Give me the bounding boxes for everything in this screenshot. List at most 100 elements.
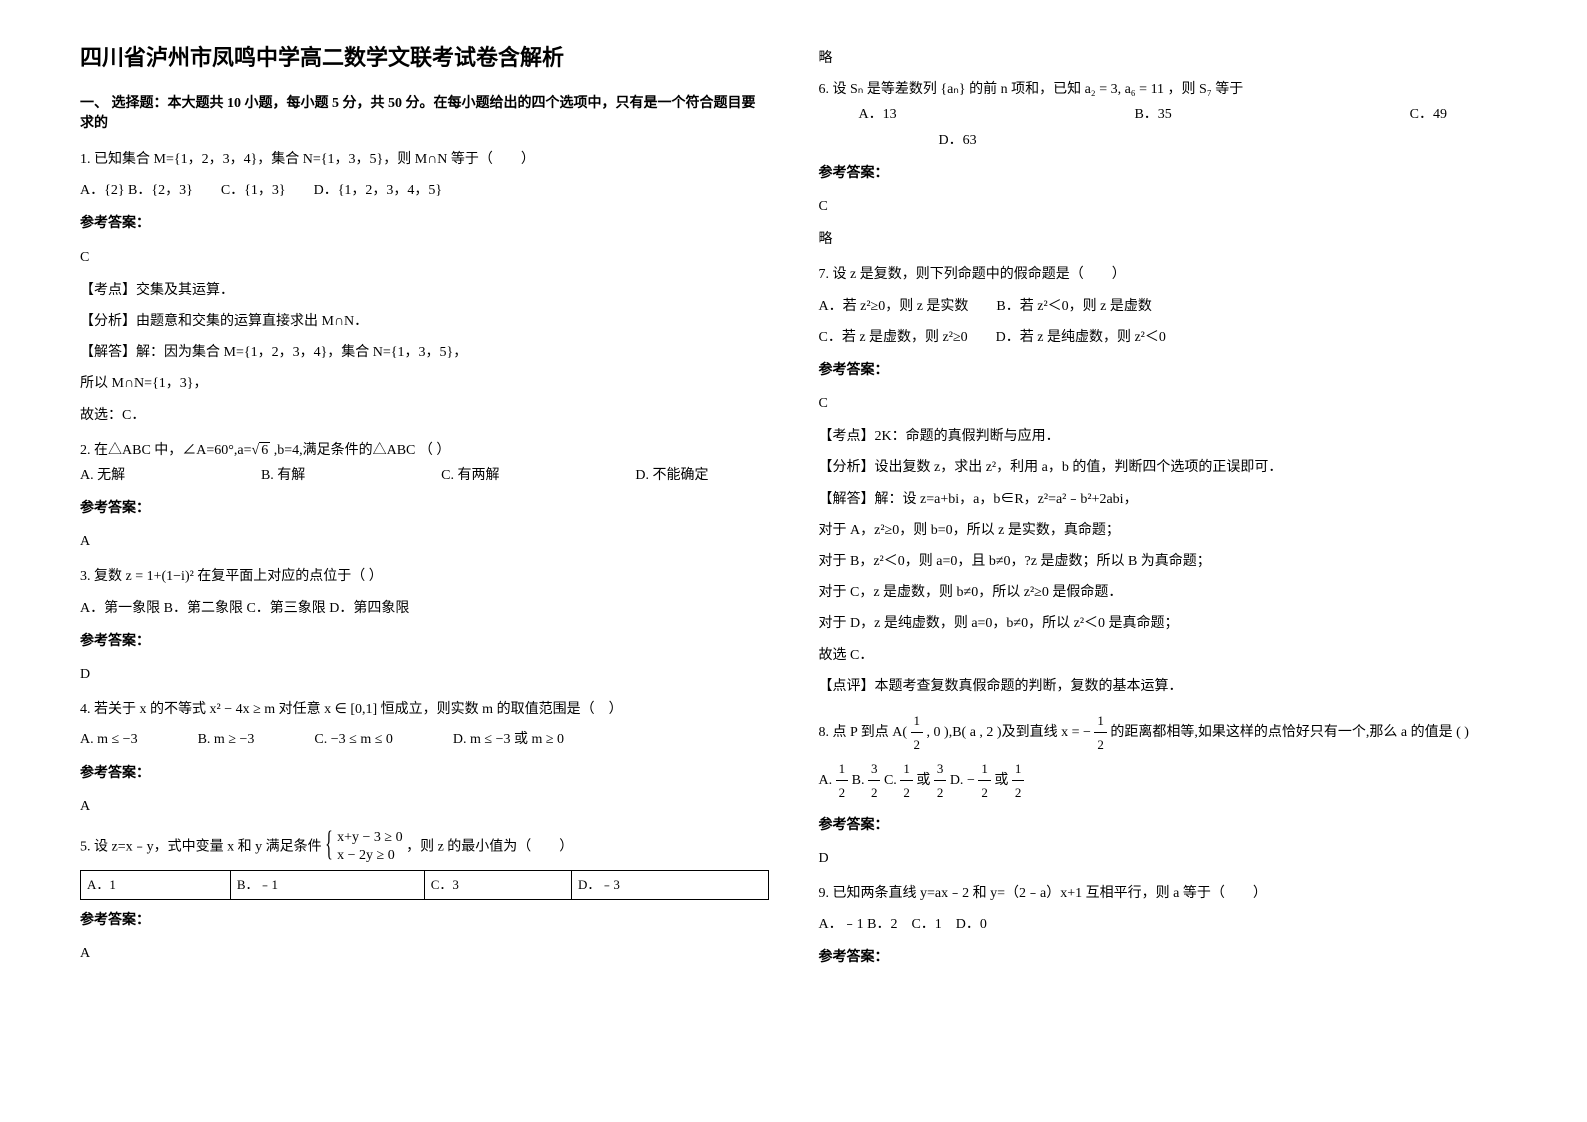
q8-answer-label: 参考答案： xyxy=(819,813,1508,838)
q3-options: A．第一象限 B．第二象限 C．第三象限 D．第四象限 xyxy=(80,596,769,621)
q2-stem-a: 2. 在△ABC 中，∠A=60°,a= xyxy=(80,443,252,458)
q5-tC: C．3 xyxy=(424,871,571,899)
q8-optA-frac: 12 xyxy=(836,757,849,805)
q9-answer-label: 参考答案： xyxy=(819,945,1508,970)
q1-solve3: 故选：C． xyxy=(80,403,769,428)
q9-stem: 9. 已知两条直线 y=ax﹣2 和 y=（2﹣a）x+1 互相平行，则 a 等… xyxy=(819,881,1508,906)
q2-options: A. 无解 B. 有解 C. 有两解 D. 不能确定 xyxy=(80,463,769,488)
q6-stem: 6. 设 Sₙ 是等差数列 {aₙ} 的前 n 项和，已知 a₂ = 3, a₆… xyxy=(819,77,1508,102)
q8-answer: D xyxy=(819,846,1508,871)
q7-line1: A．若 z²≥0，则 z 是实数 B．若 z²＜0，则 z 是虚数 xyxy=(819,294,1508,319)
q5-system: x+y − 3 ≥ 0 x − 2y ≥ 0 xyxy=(325,829,402,865)
q6-optB: B．35 xyxy=(1134,102,1171,127)
q7-comment: 【点评】本题考查复数真假命题的判断，复数的基本运算． xyxy=(819,674,1508,699)
q1-stem: 1. 已知集合 M={1，2，3，4}，集合 N={1，3，5}，则 M∩N 等… xyxy=(80,147,769,172)
q5-tD: D．﹣3 xyxy=(572,871,768,899)
q5-answer-label: 参考答案： xyxy=(80,908,769,933)
q7-answer-label: 参考答案： xyxy=(819,358,1508,383)
q8-optD-pre: D. xyxy=(950,773,967,788)
q4-optB: B. m ≥ −3 xyxy=(198,727,255,752)
q4-answer: A xyxy=(80,794,769,819)
question-1: 1. 已知集合 M={1，2，3，4}，集合 N={1，3，5}，则 M∩N 等… xyxy=(80,147,769,428)
q5-tA: A．1 xyxy=(81,871,231,899)
q8-optC-pre: C. xyxy=(884,773,900,788)
q2-optA: A. 无解 xyxy=(80,463,125,488)
q6-omit: 略 xyxy=(819,227,1508,252)
col2-omit-1: 略 xyxy=(819,46,1508,71)
q7-s1: 【解答】解：设 z=a+bi，a，b∈R，z²=a²﹣b²+2abi， xyxy=(819,487,1508,512)
q8-optD2-frac: 12 xyxy=(1012,757,1025,805)
q6-answer: C xyxy=(819,194,1508,219)
q4-optC: C. −3 ≤ m ≤ 0 xyxy=(314,727,393,752)
q3-stem: 3. 复数 z = 1+(1−i)² 在复平面上对应的点位于（ ） xyxy=(80,564,769,589)
right-column: 略 6. 设 Sₙ 是等差数列 {aₙ} 的前 n 项和，已知 a₂ = 3, … xyxy=(819,40,1508,1082)
question-5: 5. 设 z=x﹣y，式中变量 x 和 y 满足条件 x+y − 3 ≥ 0 x… xyxy=(80,829,769,966)
q9-options: A．﹣1 B．2 C．1 D．0 xyxy=(819,912,1508,937)
q7-point: 【考点】2K：命题的真假判断与应用． xyxy=(819,424,1508,449)
q8-optA-pre: A. xyxy=(819,773,836,788)
q8-optB-pre: B. xyxy=(852,773,868,788)
q6-answer-label: 参考答案： xyxy=(819,161,1508,186)
q4-stem: 4. 若关于 x 的不等式 x² − 4x ≥ m 对任意 x ∈ [0,1] … xyxy=(80,697,769,722)
q2-optC: C. 有两解 xyxy=(441,463,499,488)
section-1-header: 一、 选择题：本大题共 10 小题，每小题 5 分，共 50 分。在每小题给出的… xyxy=(80,92,769,132)
q7-s5: 对于 D，z 是纯虚数，则 a=0，b≠0，所以 z²＜0 是真命题； xyxy=(819,611,1508,636)
q7-s2: 对于 A，z²≥0，则 b=0，所以 z 是实数，真命题； xyxy=(819,518,1508,543)
q6-optD: D．63 xyxy=(939,128,1508,153)
q5-sys1: x+y − 3 ≥ 0 xyxy=(337,829,402,847)
q8-options: A. 12 B. 32 C. 12 或 32 D. − 12 或 12 xyxy=(819,757,1508,805)
q6-optC: C．49 xyxy=(1410,102,1447,127)
q1-solve1: 【解答】解：因为集合 M={1，2，3，4}，集合 N={1，3，5}， xyxy=(80,340,769,365)
q5-stem-a: 5. 设 z=x﹣y，式中变量 x 和 y 满足条件 xyxy=(80,839,325,854)
q3-answer-label: 参考答案： xyxy=(80,629,769,654)
q8-optC1-frac: 12 xyxy=(900,757,913,805)
q7-line2: C．若 z 是虚数，则 z²≥0 D．若 z 是纯虚数，则 z²＜0 xyxy=(819,325,1508,350)
q1-analyze: 【分析】由题意和交集的运算直接求出 M∩N． xyxy=(80,309,769,334)
q2-stem: 2. 在△ABC 中，∠A=60°,a=√6 ,b=4,满足条件的△ABC （ … xyxy=(80,438,769,463)
q4-options: A. m ≤ −3 B. m ≥ −3 C. −3 ≤ m ≤ 0 D. m ≤… xyxy=(80,727,769,752)
q2-answer-label: 参考答案： xyxy=(80,496,769,521)
q2-answer: A xyxy=(80,529,769,554)
question-9: 9. 已知两条直线 y=ax﹣2 和 y=（2﹣a）x+1 互相平行，则 a 等… xyxy=(819,881,1508,971)
q7-analyze: 【分析】设出复数 z，求出 z²，利用 a，b 的值，判断四个选项的正误即可． xyxy=(819,455,1508,480)
question-4: 4. 若关于 x 的不等式 x² − 4x ≥ m 对任意 x ∈ [0,1] … xyxy=(80,697,769,819)
q8-stem-c: 的距离都相等,如果这样的点恰好只有一个,那么 a 的值是 ( ) xyxy=(1110,725,1469,740)
question-7: 7. 设 z 是复数，则下列命题中的假命题是（ ） A．若 z²≥0，则 z 是… xyxy=(819,262,1508,699)
q7-s3: 对于 B，z²＜0，则 a=0，且 b≠0，?z 是虚数；所以 B 为真命题； xyxy=(819,549,1508,574)
q1-point: 【考点】交集及其运算． xyxy=(80,278,769,303)
q2-stem-b: ,b=4,满足条件的△ABC （ ） xyxy=(270,443,450,458)
q5-options-table: A．1 B．﹣1 C．3 D．﹣3 xyxy=(80,870,769,899)
q5-stem: 5. 设 z=x﹣y，式中变量 x 和 y 满足条件 x+y − 3 ≥ 0 x… xyxy=(80,829,769,865)
q2-optB: B. 有解 xyxy=(261,463,305,488)
q8-optB-frac: 32 xyxy=(868,757,881,805)
q8-optC-mid: 或 xyxy=(916,773,934,788)
q7-stem: 7. 设 z 是复数，则下列命题中的假命题是（ ） xyxy=(819,262,1508,287)
q6-options: A．13 B．35 C．49 D．63 xyxy=(859,102,1508,152)
q7-answer: C xyxy=(819,391,1508,416)
q8-stem-a: 8. 点 P 到点 A( xyxy=(819,725,911,740)
q2-optD: D. 不能确定 xyxy=(635,463,708,488)
q1-options: A．{2} B．{2，3} C．{1，3} D．{1，2，3，4，5} xyxy=(80,178,769,203)
q8-stem-b: , 0 ),B( a , 2 )及到直线 x = − xyxy=(927,725,1095,740)
q8-optC2-frac: 32 xyxy=(934,757,947,805)
q8-stem: 8. 点 P 到点 A( 12 , 0 ),B( a , 2 )及到直线 x =… xyxy=(819,709,1508,757)
q5-stem-b: ，则 z 的最小值为（ ） xyxy=(406,839,573,854)
q8-optD-mid: 或 xyxy=(994,773,1012,788)
document-title: 四川省泸州市凤鸣中学高二数学文联考试卷含解析 xyxy=(80,40,769,72)
q8-optD-neg: − xyxy=(967,773,978,788)
q4-optA: A. m ≤ −3 xyxy=(80,727,138,752)
question-2: 2. 在△ABC 中，∠A=60°,a=√6 ,b=4,满足条件的△ABC （ … xyxy=(80,438,769,555)
q8-frac2: 12 xyxy=(1094,709,1107,757)
q4-optD: D. m ≤ −3 或 m ≥ 0 xyxy=(453,727,564,752)
question-3: 3. 复数 z = 1+(1−i)² 在复平面上对应的点位于（ ） A．第一象限… xyxy=(80,564,769,687)
question-8: 8. 点 P 到点 A( 12 , 0 ),B( a , 2 )及到直线 x =… xyxy=(819,709,1508,871)
q4-answer-label: 参考答案： xyxy=(80,761,769,786)
q1-answer: C xyxy=(80,245,769,270)
question-6: 6. 设 Sₙ 是等差数列 {aₙ} 的前 n 项和，已知 a₂ = 3, a₆… xyxy=(819,77,1508,252)
left-column: 四川省泸州市凤鸣中学高二数学文联考试卷含解析 一、 选择题：本大题共 10 小题… xyxy=(80,40,769,1082)
q2-sqrt: 6 xyxy=(259,442,270,458)
q5-sys2: x − 2y ≥ 0 xyxy=(337,847,402,865)
q7-s6: 故选 C． xyxy=(819,643,1508,668)
q3-answer: D xyxy=(80,662,769,687)
q1-answer-label: 参考答案： xyxy=(80,211,769,236)
